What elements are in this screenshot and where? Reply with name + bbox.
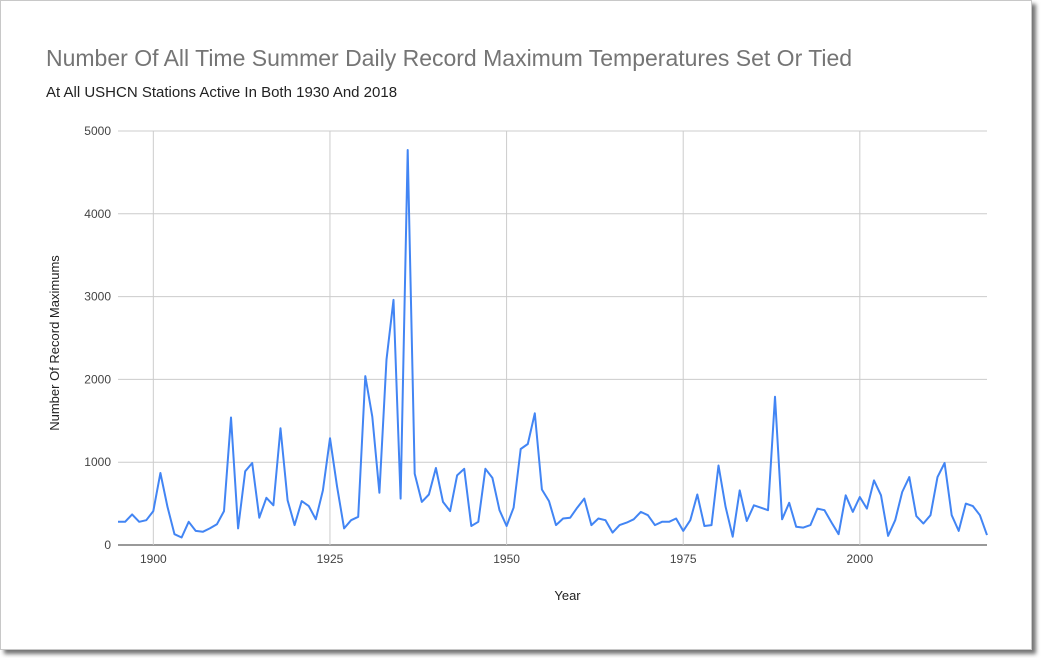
y-tick-label: 1000 [84,455,111,469]
y-tick-label: 2000 [84,372,111,386]
x-tick-label: 1950 [493,552,520,566]
y-tick-label: 4000 [84,207,111,221]
x-tick-label: 1925 [317,552,344,566]
x-tick-label: 1900 [140,552,167,566]
y-tick-label: 0 [104,538,111,552]
y-axis-title: Number Of Record Maximums [47,255,62,431]
chart-title: Number Of All Time Summer Daily Record M… [46,45,853,71]
x-tick-label: 1975 [670,552,697,566]
y-tick-label: 3000 [84,290,111,304]
y-tick-label: 5000 [84,124,111,138]
chart-card: Number Of All Time Summer Daily Record M… [0,0,1032,650]
data-series-line [118,149,988,539]
line-chart: 0 1000 2000 3000 4000 5000 1900 1925 1950 1975 200… [47,124,988,603]
x-axis-title: Year [554,588,581,603]
x-tick-label: 2000 [846,552,873,566]
chart-subtitle: At All USHCN Stations Active In Both 193… [46,84,398,101]
